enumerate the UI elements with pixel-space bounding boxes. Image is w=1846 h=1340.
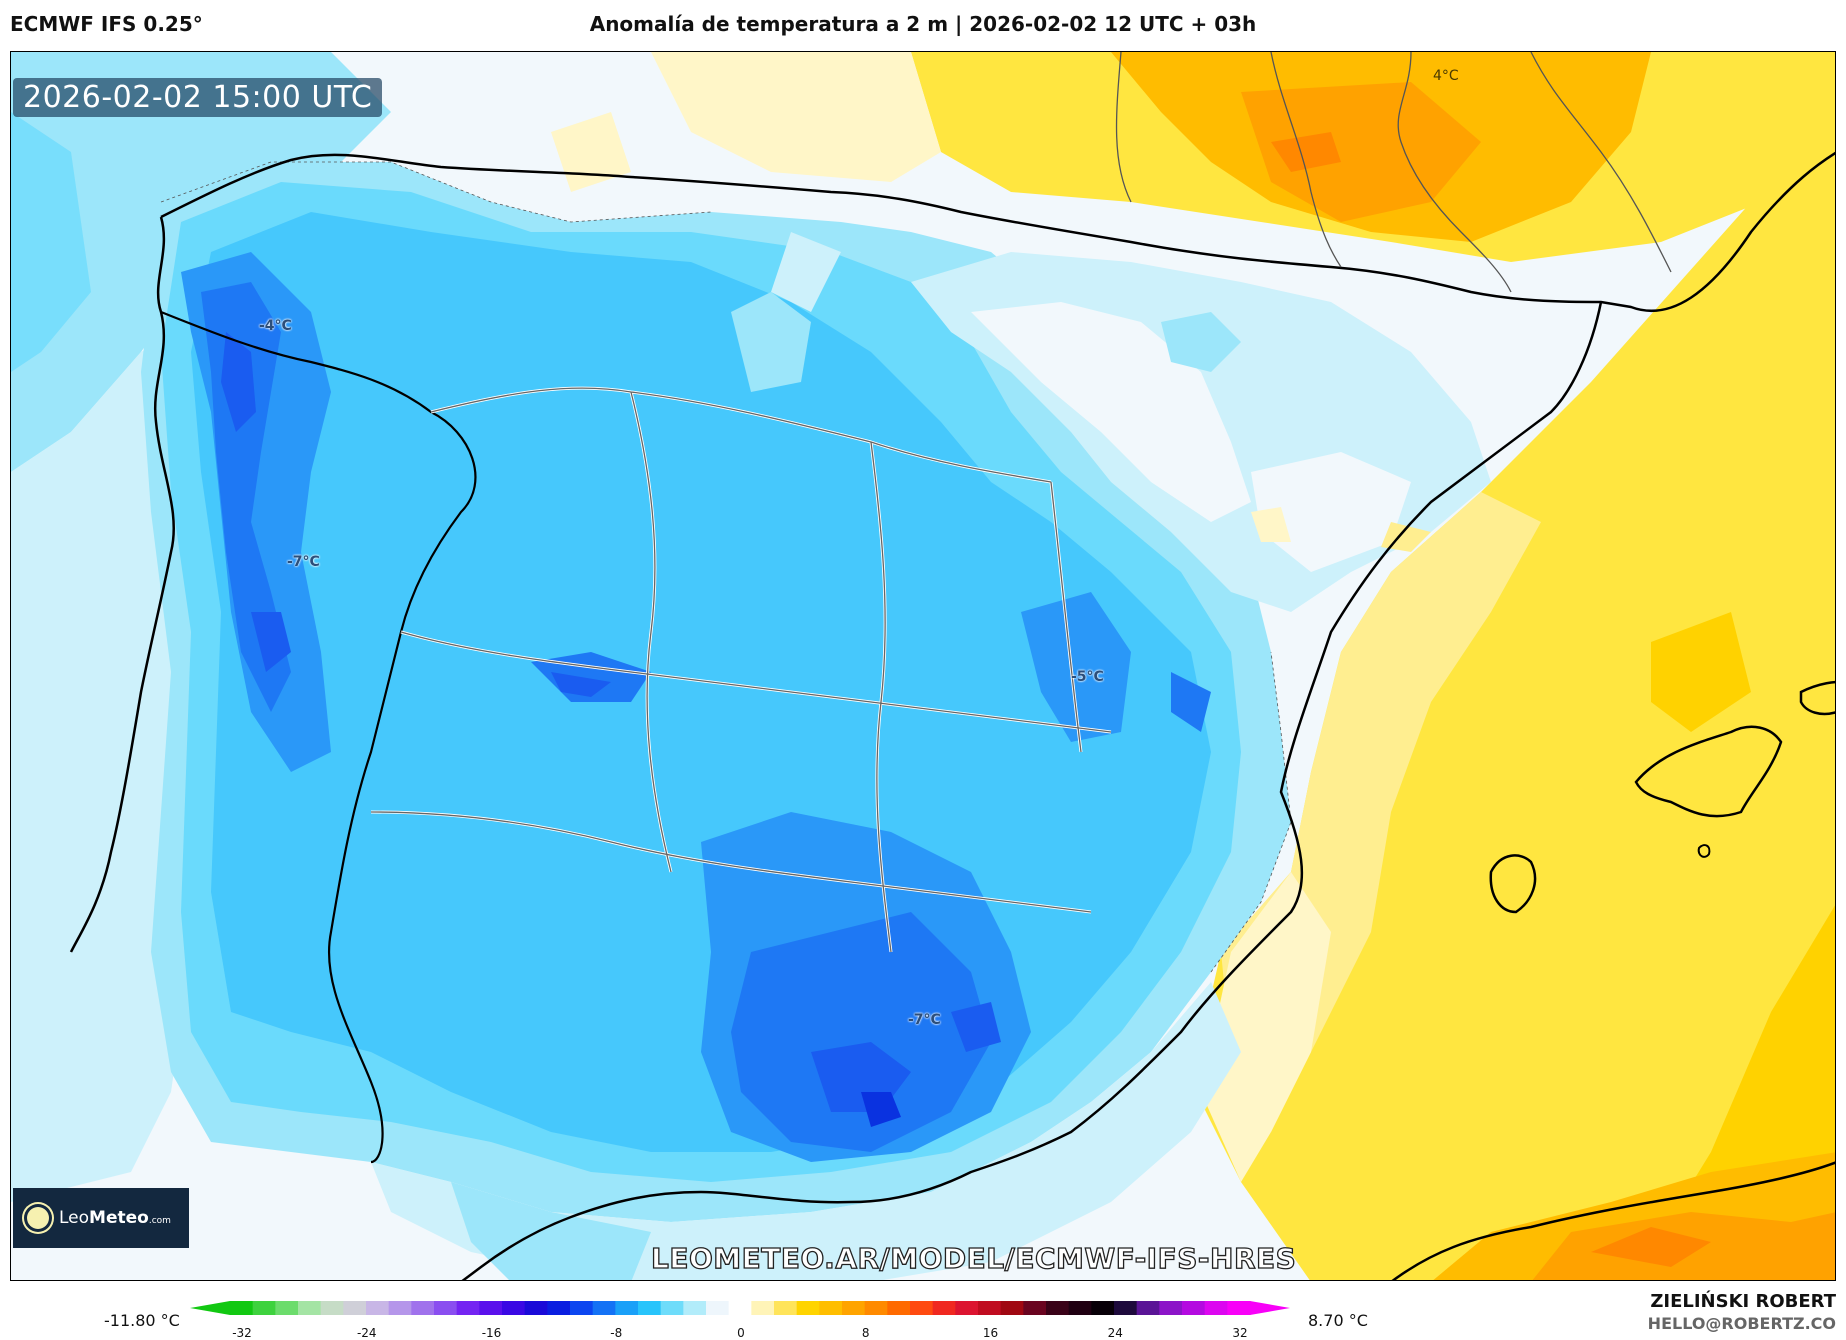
colorbar-max-label: 8.70 °C [1308, 1311, 1368, 1330]
colorbar-tick-label: 0 [737, 1326, 745, 1340]
isotherm-label: 4°C [1433, 68, 1459, 84]
colorbar-tick-label: -32 [232, 1326, 252, 1340]
isotherm-label: -7°C [287, 554, 320, 570]
author-name: ZIELIŃSKI ROBERT [1650, 1291, 1836, 1312]
logo-text: LeoMeteo.com [59, 1208, 171, 1228]
leometeo-logo[interactable]: LeoMeteo.com [13, 1188, 189, 1248]
map-canvas [11, 52, 1835, 1280]
model-name: ECMWF IFS 0.25° [10, 12, 203, 36]
colorbar-min-label: -11.80 °C [104, 1311, 180, 1330]
colorbar-tick-label: -24 [356, 1326, 377, 1340]
colorbar-tick-label: 8 [861, 1326, 870, 1340]
colorbar-tick-label: 24 [1107, 1326, 1123, 1340]
isotherm-label: -5°C [1071, 669, 1104, 685]
author-email: HELLO@ROBERTZ.CO [1647, 1314, 1836, 1333]
sun-icon [27, 1207, 49, 1229]
valid-time-badge: 2026-02-02 15:00 UTC [13, 78, 383, 117]
isotherm-label: -7°C [908, 1012, 941, 1028]
colorbar [190, 1301, 1290, 1315]
colorbar-tick-label: 32 [1232, 1326, 1248, 1340]
isotherm-label: -4°C [259, 318, 292, 334]
colorbar-tick-label: -16 [481, 1326, 502, 1340]
colorbar-tick-label: -8 [610, 1326, 623, 1340]
source-watermark: LEOMETEO.AR/MODEL/ECMWF-IFS-HRES [650, 1241, 1297, 1275]
author-credit: ZIELIŃSKI ROBERT HELLO@ROBERTZ.CO [1648, 1291, 1836, 1333]
map-title: Anomalía de temperatura a 2 m | 2026-02-… [589, 12, 1257, 36]
anomaly-map[interactable]: 2026-02-02 15:00 UTC -4°C -7°C -5°C -7°C… [10, 51, 1836, 1281]
colorbar-tick-label: 16 [982, 1326, 999, 1340]
